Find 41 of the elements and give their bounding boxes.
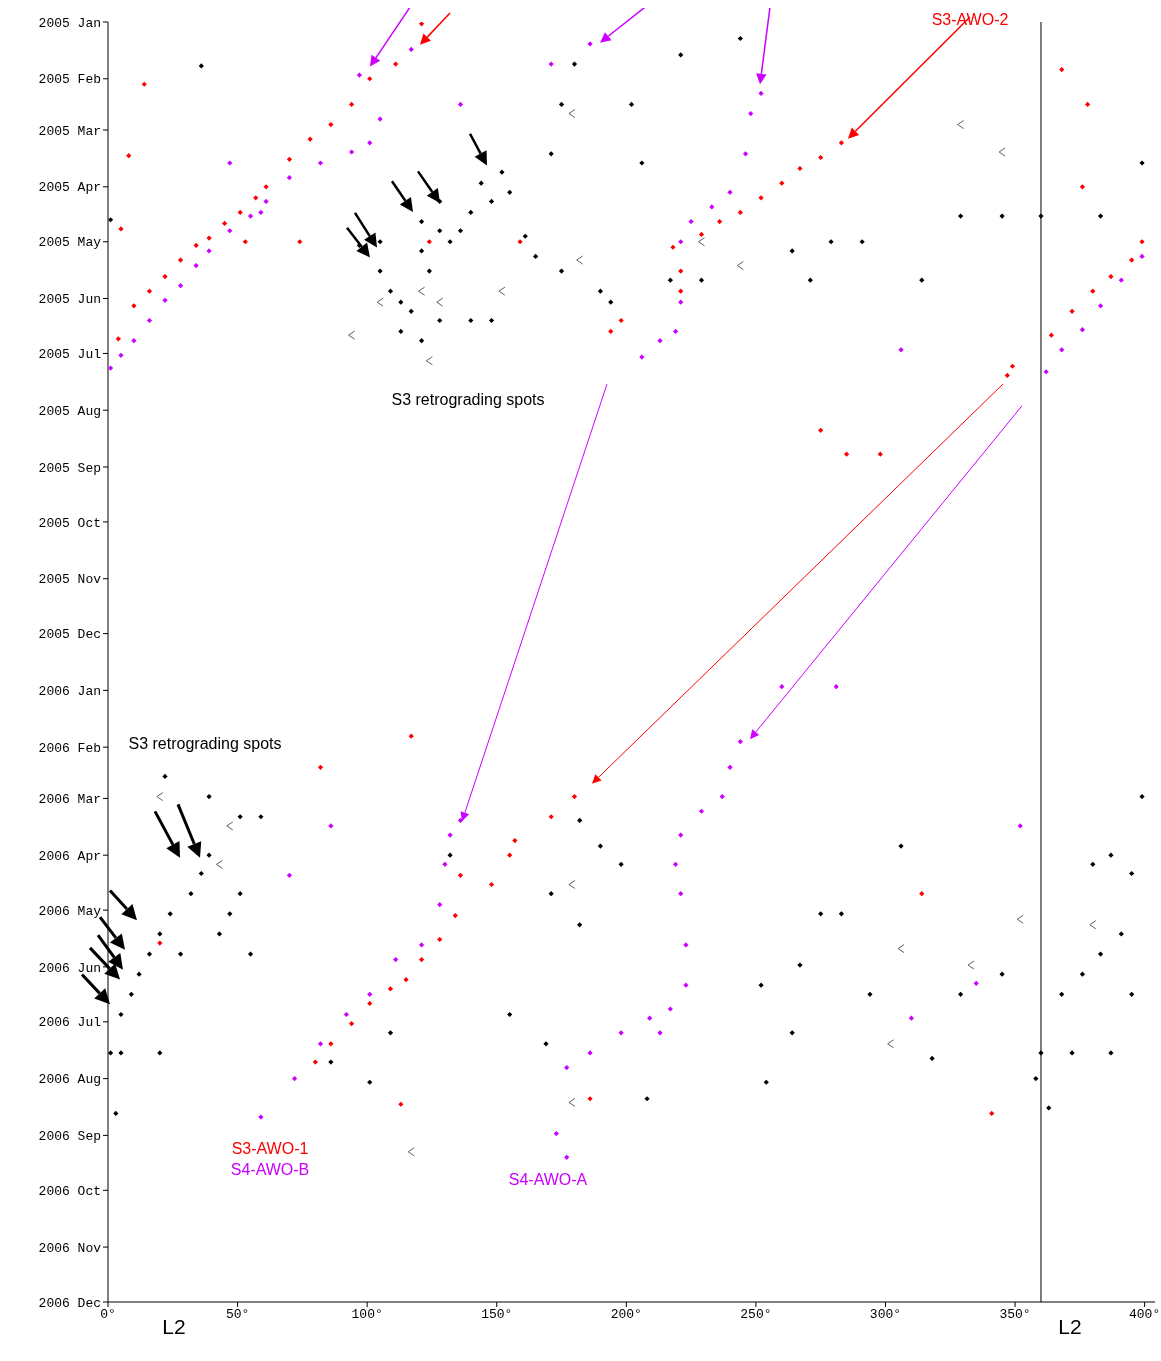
x-tick-label: 400° [1129,1307,1161,1323]
y-tick-label: 2006 Aug [38,1072,101,1088]
y-tick-label: 2006 Jan [38,684,101,699]
annotation: S3 retrograding spots [391,391,545,409]
y-tick-label: 2006 Nov [38,1240,102,1256]
y-tick-label: 2005 May [38,235,102,251]
y-tick-label: 2005 Feb [38,72,101,88]
y-tick-label: 2006 Jul [38,1015,102,1031]
y-tick-label: 2006 Dec [38,1295,101,1311]
x-tick-label: 0° [100,1307,116,1323]
y-tick-label: 2006 Feb [38,740,101,756]
y-tick-label: 2005 Aug [38,403,101,419]
annotation: S3-AWO-1 [231,1139,309,1157]
x-tick-label: 300° [869,1307,902,1323]
y-tick-label: 2006 May [38,903,102,919]
y-tick-label: 2005 Apr [38,180,101,196]
y-tick-label: 2005 Oct [38,515,101,531]
annotation: S3 retrograding spots [128,735,282,753]
x-tick-label: 100° [351,1307,383,1323]
x-tick-label: 150° [481,1307,513,1323]
x-tick-label: 350° [999,1307,1031,1323]
y-tick-label: 2006 Sep [38,1128,101,1144]
y-tick-label: 2006 Oct [38,1183,101,1199]
y-tick-label: 2005 Jan [38,15,101,31]
annotation: S4-AWO-A [508,1170,588,1188]
y-tick-label: 2005 Jun [38,292,101,308]
text: L2 [1058,1315,1082,1339]
annotation: S3-AWO-2 [931,11,1009,29]
text: L2 [162,1315,186,1339]
y-tick-label: 2006 Jun [38,960,101,976]
y-tick-label: 2005 Mar [38,123,101,139]
x-tick-label: 250° [740,1307,772,1323]
y-tick-label: 2005 Sep [38,460,101,476]
y-tick-label: 2005 Dec [38,627,101,643]
x-tick-label: 200° [610,1307,642,1323]
annotation: S4-AWO-B [230,1160,310,1178]
y-tick-label: 2005 Jul [38,347,102,363]
y-tick-label: 2006 Apr [38,848,101,864]
x-tick-label: 50° [225,1307,250,1323]
y-tick-label: 2005 Nov [38,572,102,588]
y-tick-label: 2006 Mar [38,792,101,808]
